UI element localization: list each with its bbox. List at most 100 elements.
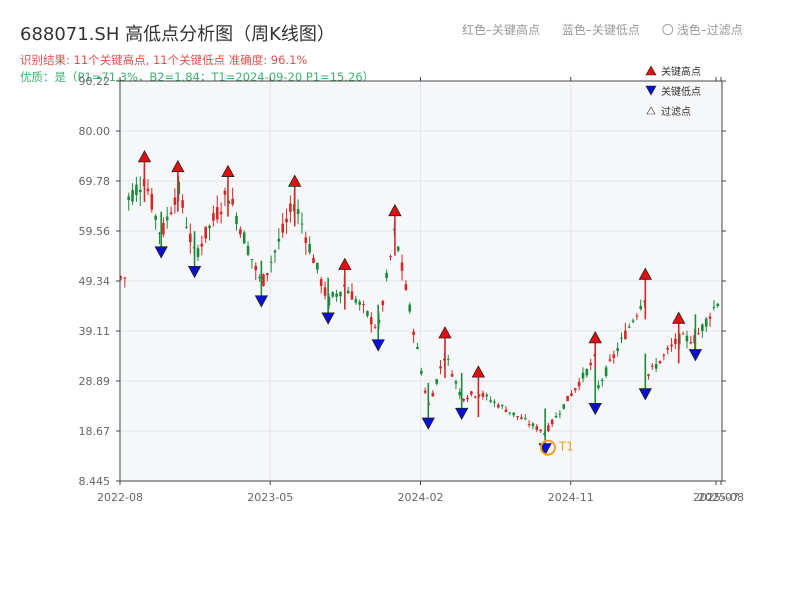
- y-tick-label: 69.78: [79, 175, 111, 188]
- candle-body-up: [412, 331, 415, 336]
- y-tick-label: 59.56: [79, 225, 111, 238]
- key-low-marker: [688, 349, 703, 362]
- candle-body-up: [289, 203, 292, 212]
- candle-body-down: [208, 225, 211, 229]
- candle-body-down: [597, 385, 600, 389]
- candle-body-down: [639, 305, 643, 309]
- candle-body-up: [481, 393, 485, 397]
- candle-body-up: [470, 391, 473, 395]
- key-high-marker: [438, 326, 452, 339]
- candle-body-up: [681, 333, 685, 335]
- key-high-marker: [388, 203, 402, 217]
- candle-body-up: [362, 304, 365, 306]
- candle-body-up: [708, 316, 712, 319]
- candle-body-up: [520, 417, 523, 420]
- candle-body-up: [547, 425, 550, 432]
- key-low-marker: [371, 339, 385, 352]
- candle-body-up: [285, 218, 288, 223]
- candle-body-up: [323, 287, 327, 296]
- candle-body-up: [312, 257, 315, 264]
- candle-body-down: [358, 301, 361, 305]
- candle-body-down: [531, 423, 535, 427]
- key-low-marker: [154, 246, 168, 259]
- axis-ticks: 8.445 18.67 28.89 39.11 49.34 59.56 69.78 80.00…: [79, 75, 744, 504]
- candle-body-down: [454, 381, 458, 384]
- candle-body-up: [231, 198, 234, 205]
- candle-body-down: [585, 369, 589, 376]
- candle-body-down: [250, 259, 254, 261]
- candle-body-up: [439, 366, 442, 369]
- candle-body-down: [138, 189, 142, 193]
- candle-body-down: [512, 412, 515, 416]
- candle-body-down: [366, 311, 369, 316]
- x-tick-label: 2025-08: [698, 491, 744, 504]
- candle-body-up: [431, 392, 435, 397]
- candle-body-down: [296, 209, 300, 215]
- legend-low-marker: [645, 85, 657, 96]
- y-tick-label: 28.89: [79, 375, 111, 388]
- candle-body-up: [589, 362, 592, 366]
- key-high-marker: [588, 331, 602, 344]
- candle-body-down: [346, 290, 350, 294]
- candle-body-up: [350, 291, 354, 300]
- legend-filtered-marker: [646, 106, 656, 115]
- candle-body-up: [404, 284, 408, 290]
- top-legend-blue: 蓝色–关键低点: [561, 23, 640, 37]
- candle-body-up: [689, 342, 693, 344]
- candle-body-up: [119, 276, 123, 278]
- x-tick-label: 2022-08: [97, 491, 143, 504]
- candle-body-up: [189, 233, 192, 243]
- y-tick-label: 90.22: [79, 75, 111, 88]
- candle-body-down: [654, 364, 658, 369]
- candle-body-up: [574, 388, 577, 391]
- candle-body-down: [523, 418, 527, 420]
- candle-body-down: [581, 372, 585, 379]
- candle-body-down: [131, 190, 134, 202]
- candle-body-up: [550, 419, 554, 425]
- key-low-marker: [421, 417, 435, 430]
- candle-body-down: [600, 379, 604, 382]
- candle-body-down: [408, 304, 412, 312]
- x-tick-label: 2024-11: [548, 491, 594, 504]
- candle-body-down: [165, 216, 169, 221]
- candle-body-down: [339, 291, 342, 297]
- candle-body-down: [385, 272, 388, 279]
- candle-body-down: [704, 318, 708, 327]
- candle-body-down: [712, 306, 716, 308]
- candle-body-down: [273, 250, 277, 253]
- candle-body-down: [235, 216, 238, 225]
- candle-body-down: [269, 261, 273, 263]
- markers: T1: [137, 150, 703, 456]
- candle-body-down: [185, 226, 188, 228]
- candle-body-up: [146, 188, 150, 192]
- t1-circle: [539, 439, 556, 456]
- candle-body-down: [154, 215, 157, 220]
- candle-body-up: [662, 354, 666, 356]
- candle-body-up: [373, 326, 377, 328]
- legend-high-label: 关键高点: [661, 65, 701, 78]
- candle-body-up: [223, 190, 227, 195]
- candle-body-up: [173, 197, 177, 205]
- candle-body-down: [554, 415, 558, 418]
- candle-body-up: [466, 397, 469, 400]
- candle-body-up: [666, 347, 669, 350]
- key-high-marker: [638, 267, 652, 280]
- candle-body-down: [335, 293, 338, 297]
- candle-body-down: [485, 394, 489, 397]
- candle-body-up: [570, 393, 573, 396]
- candle-body-down: [685, 335, 689, 342]
- key-high-marker: [288, 174, 302, 187]
- x-tick-label: 2025-07: [693, 491, 739, 504]
- candle-body-down: [316, 262, 319, 270]
- legend-low-label: 关键低点: [661, 85, 701, 98]
- candle-body-down: [300, 223, 304, 225]
- candle-body-down: [558, 413, 562, 415]
- candle-body-down: [701, 324, 704, 332]
- circle-glyph: 〇: [661, 23, 674, 37]
- candle-body-up: [304, 237, 308, 243]
- key-high-marker: [221, 164, 235, 177]
- t1-label: T1: [558, 440, 574, 454]
- candle-body-up: [527, 423, 531, 425]
- y-tick-label: 49.34: [79, 275, 111, 288]
- candle-body-down: [416, 346, 419, 350]
